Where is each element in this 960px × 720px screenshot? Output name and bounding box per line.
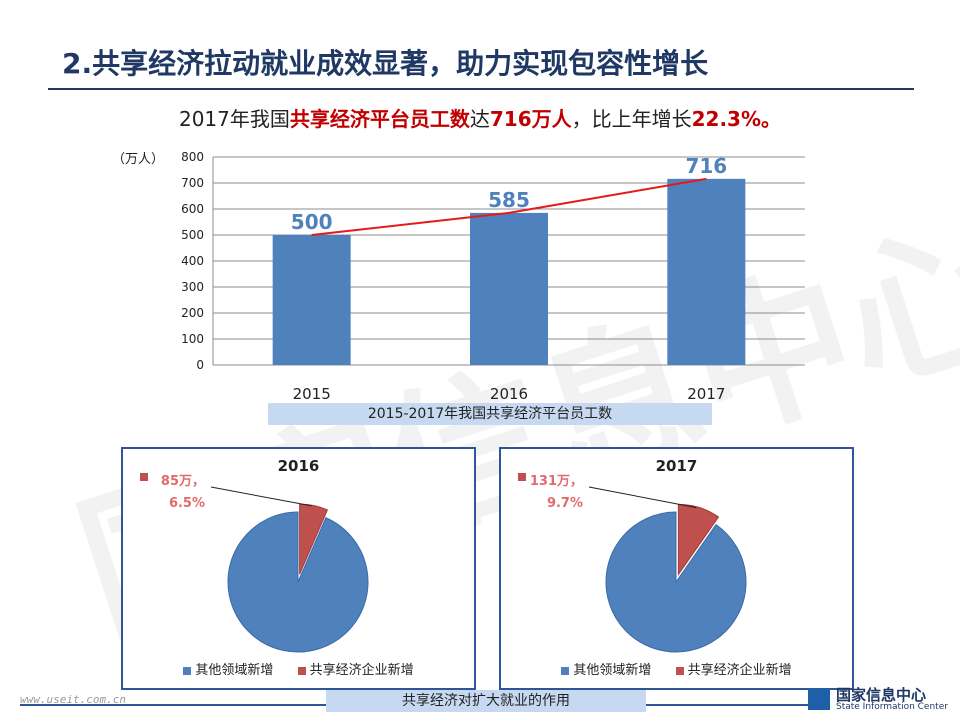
legend-label: 其他领域新增 xyxy=(195,663,274,678)
pie-chart-2016: 85万， 6.5% xyxy=(140,473,369,653)
callout-line xyxy=(588,486,697,509)
x-tick-label: 2016 xyxy=(490,385,528,403)
pie-slice xyxy=(299,503,329,575)
callout-swatch xyxy=(518,473,526,481)
pie-legend: 其他领域新增 共享经济企业新增 xyxy=(123,659,474,678)
pie-panel-2017: 2017 131万， 9.7% 其他领域新增 共享经济企业新增 xyxy=(499,447,854,690)
y-tick-label: 100 xyxy=(181,332,204,346)
callout-label: 9.7% xyxy=(547,496,583,511)
trend-line xyxy=(311,177,707,236)
slide-title: 2.共享经济拉动就业成效显著，助力实现包容性增长 xyxy=(62,47,709,80)
y-tick-label: 700 xyxy=(181,176,204,190)
callout-label: 85万， xyxy=(161,474,205,489)
callout-swatch xyxy=(140,473,148,481)
footer-url: www.useit.com.cn xyxy=(20,693,126,706)
logo-english-name: State Information Center xyxy=(836,702,948,712)
subtitle-highlight: 22.3%。 xyxy=(691,107,782,131)
y-tick-label: 0 xyxy=(196,358,204,372)
legend-item: 其他领域新增 xyxy=(183,663,273,678)
legend-swatch xyxy=(561,666,570,675)
legend-swatch xyxy=(183,666,192,675)
bar xyxy=(272,235,351,365)
legend-label: 共享经济企业新增 xyxy=(687,663,792,678)
legend-swatch xyxy=(297,666,306,675)
subtitle-part: ，比上年增长 xyxy=(571,107,692,131)
legend-label: 共享经济企业新增 xyxy=(309,663,414,678)
bottom-caption: 共享经济对扩大就业的作用 xyxy=(326,690,646,712)
pie-title: 2016 xyxy=(277,457,320,475)
legend-swatch xyxy=(675,666,684,675)
subtitle: 2017年我国共享经济平台员工数达716万人，比上年增长22.3%。 xyxy=(0,103,960,132)
legend-item: 其他领域新增 xyxy=(561,663,651,678)
pie-panel-2016: 2016 85万， 6.5% 其他领域新增 共享经济企业新增 xyxy=(121,447,476,690)
subtitle-part: 2017年我国 xyxy=(178,107,290,131)
subtitle-highlight: 716万人 xyxy=(489,107,572,131)
footer-logo: 国家信息中心 State Information Center xyxy=(808,684,948,716)
y-tick-label: 400 xyxy=(181,254,204,268)
callout-label: 6.5% xyxy=(169,496,205,511)
bar xyxy=(470,212,548,365)
y-tick-label: 300 xyxy=(181,280,204,294)
y-axis-unit-label: （万人） xyxy=(112,152,165,167)
pie-legend: 其他领域新增 共享经济企业新增 xyxy=(501,659,852,678)
pie-chart-2017: 131万， 9.7% xyxy=(518,473,747,653)
legend-item: 共享经济企业新增 xyxy=(675,663,792,678)
pie-title: 2017 xyxy=(655,457,698,475)
y-tick-label: 500 xyxy=(181,228,204,242)
y-tick-label: 200 xyxy=(181,306,204,320)
bar xyxy=(667,178,746,365)
x-tick-label: 2017 xyxy=(687,385,725,403)
pie-slice xyxy=(605,511,747,653)
logo-icon xyxy=(808,688,830,710)
subtitle-part: 达 xyxy=(469,107,490,131)
data-label: 500 xyxy=(291,210,333,234)
y-tick-label: 600 xyxy=(181,202,204,216)
legend-label: 其他领域新增 xyxy=(573,663,652,678)
pie-slice xyxy=(227,511,369,653)
x-tick-label: 2015 xyxy=(293,385,331,403)
callout-label: 131万， xyxy=(530,474,583,489)
title-divider xyxy=(48,88,914,90)
data-label: 716 xyxy=(685,154,727,178)
bar-chart-caption: 2015-2017年我国共享经济平台员工数 xyxy=(268,403,712,425)
callout-line xyxy=(210,486,312,507)
legend-item: 共享经济企业新增 xyxy=(297,663,414,678)
logo-name: 国家信息中心 xyxy=(836,686,927,704)
subtitle-highlight: 共享经济平台员工数 xyxy=(289,107,470,131)
y-tick-label: 800 xyxy=(181,150,204,164)
data-label: 585 xyxy=(488,188,530,212)
